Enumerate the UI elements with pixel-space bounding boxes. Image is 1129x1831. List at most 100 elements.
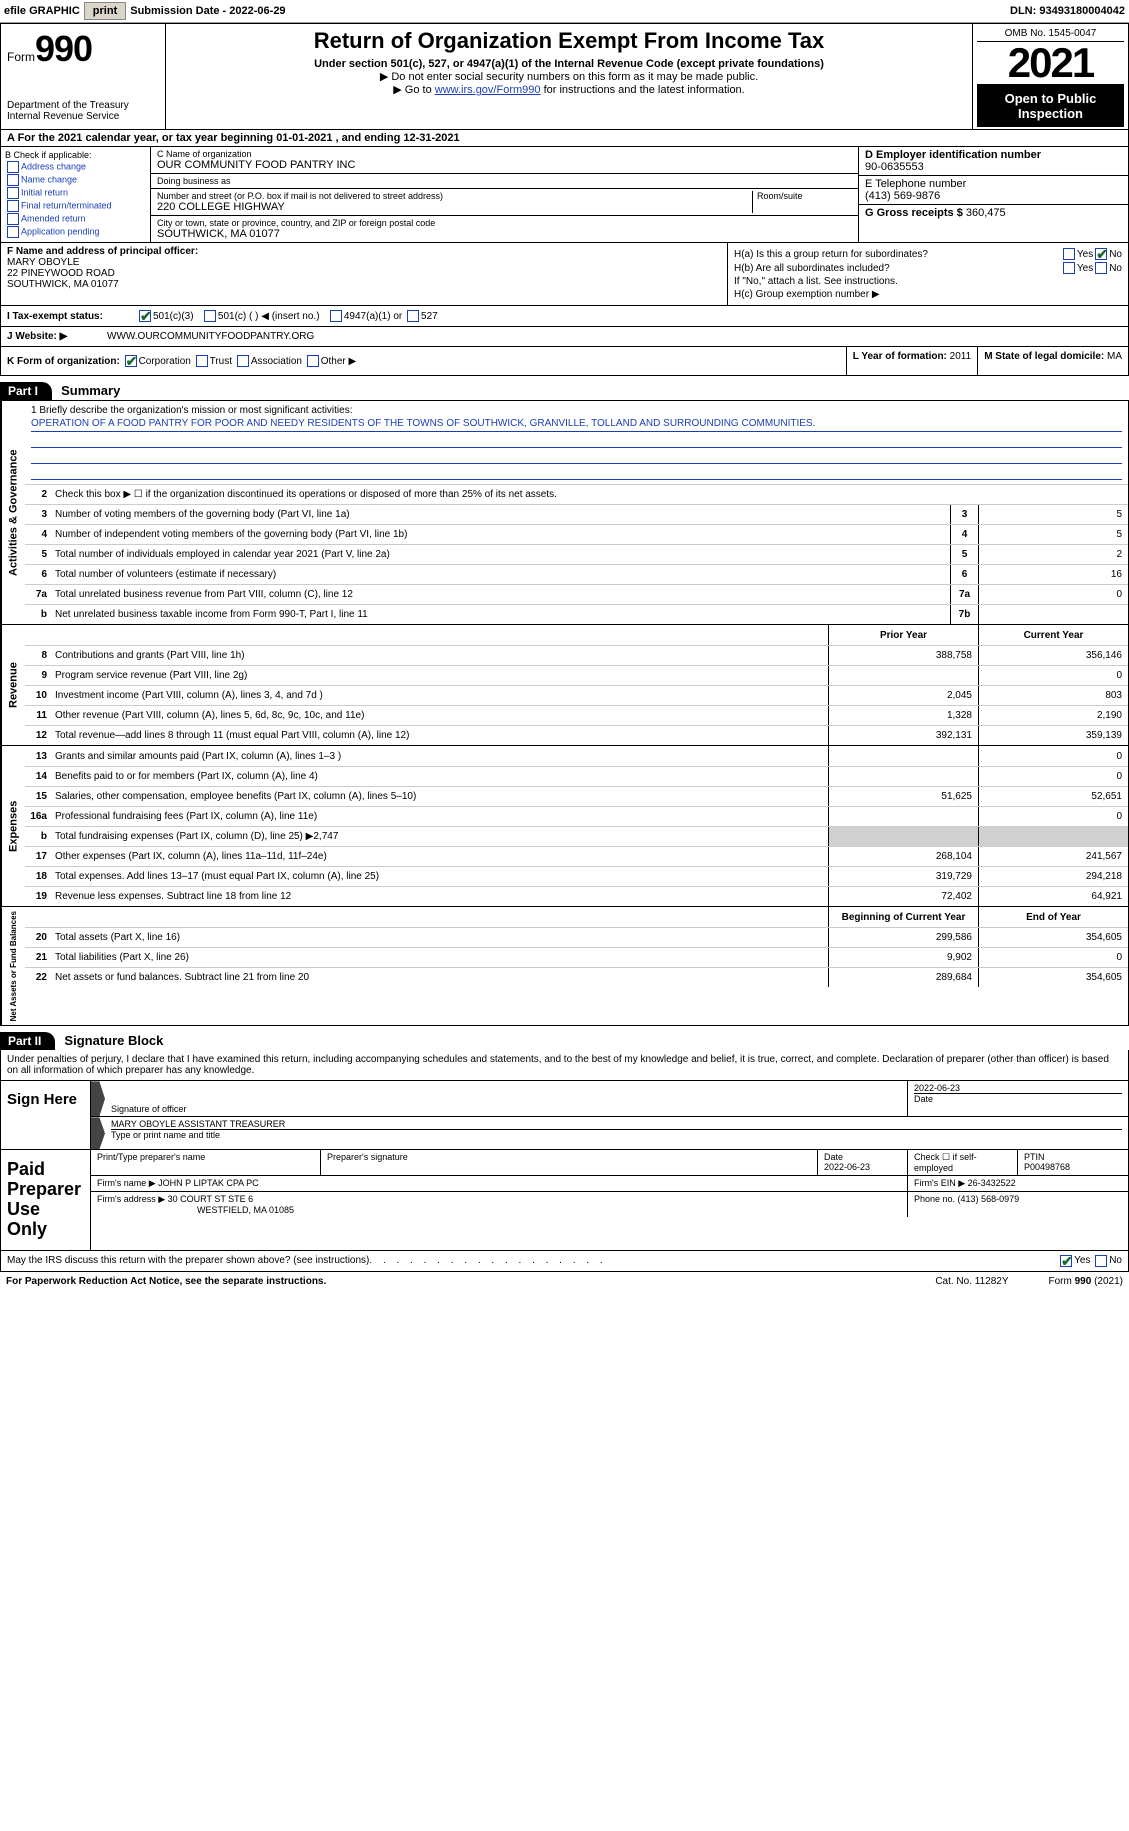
prep-date: 2022-06-23 <box>824 1162 870 1172</box>
discuss-yes[interactable] <box>1060 1255 1072 1267</box>
form-header: Form990 Department of the Treasury Inter… <box>0 23 1129 130</box>
firm-address: 30 COURT ST STE 6 <box>168 1194 254 1204</box>
cb-501c[interactable] <box>204 310 216 322</box>
summary-line: 15 Salaries, other compensation, employe… <box>25 786 1128 806</box>
row-i-tax-status: I Tax-exempt status: 501(c)(3) 501(c) ( … <box>0 306 1129 327</box>
org-city: SOUTHWICK, MA 01077 <box>157 228 280 240</box>
open-to-public: Open to Public Inspection <box>977 85 1124 127</box>
typed-name: MARY OBOYLE ASSISTANT TREASURER <box>111 1119 1122 1129</box>
page-footer: For Paperwork Reduction Act Notice, see … <box>0 1272 1129 1291</box>
arrow-icon <box>91 1117 105 1149</box>
year-formation: L Year of formation: 2011 <box>846 347 977 375</box>
vtab-net-assets: Net Assets or Fund Balances <box>1 907 25 1025</box>
submission-date-label: Submission Date - 2022-06-29 <box>130 5 285 17</box>
cb-address-change[interactable]: Address change <box>5 161 146 173</box>
cb-application-pending[interactable]: Application pending <box>5 226 146 238</box>
header-sub1: Under section 501(c), 527, or 4947(a)(1)… <box>174 58 964 70</box>
cb-501c3[interactable] <box>139 310 151 322</box>
col-h-group: H(a) Is this a group return for subordin… <box>728 243 1128 305</box>
arrow-icon <box>91 1081 105 1116</box>
part-ii-header: Part II Signature Block <box>0 1026 1129 1050</box>
firm-phone: (413) 568-0979 <box>958 1194 1020 1204</box>
summary-line: 8 Contributions and grants (Part VIII, l… <box>25 645 1128 665</box>
cb-final-return[interactable]: Final return/terminated <box>5 200 146 212</box>
cb-initial-return[interactable]: Initial return <box>5 187 146 199</box>
signature-declaration: Under penalties of perjury, I declare th… <box>0 1050 1129 1081</box>
gross-receipts: 360,475 <box>966 207 1006 219</box>
vtab-expenses: Expenses <box>1 746 25 906</box>
summary-line: b Total fundraising expenses (Part IX, c… <box>25 826 1128 846</box>
row-k-form-org: K Form of organization: Corporation Trus… <box>0 347 1129 376</box>
col-b-checkboxes: B Check if applicable: Address change Na… <box>1 147 151 242</box>
summary-line: 16a Professional fundraising fees (Part … <box>25 806 1128 826</box>
hdr-bcy: Beginning of Current Year <box>828 907 978 927</box>
summary-line: 11 Other revenue (Part VIII, column (A),… <box>25 705 1128 725</box>
cb-association[interactable] <box>237 355 249 367</box>
sig-date: 2022-06-23 <box>914 1083 1122 1093</box>
cb-trust[interactable] <box>196 355 208 367</box>
cb-other[interactable] <box>307 355 319 367</box>
vtab-revenue: Revenue <box>1 625 25 745</box>
ptin: P00498768 <box>1024 1162 1070 1172</box>
hb-no[interactable] <box>1095 262 1107 274</box>
firm-ein: 26-3432522 <box>968 1178 1016 1188</box>
header-left: Form990 Department of the Treasury Inter… <box>1 24 166 129</box>
cb-name-change[interactable]: Name change <box>5 174 146 186</box>
ein: 90-0635553 <box>865 161 924 173</box>
website-url: WWW.OURCOMMUNITYFOODPANTRY.ORG <box>107 331 314 342</box>
paid-preparer-block: Paid Preparer Use Only Print/Type prepar… <box>0 1150 1129 1250</box>
dln-label: DLN: 93493180004042 <box>1010 5 1125 17</box>
col-c-org-info: C Name of organization OUR COMMUNITY FOO… <box>151 147 858 242</box>
ha-no[interactable] <box>1095 248 1107 260</box>
org-street: 220 COLLEGE HIGHWAY <box>157 201 285 213</box>
header-middle: Return of Organization Exempt From Incom… <box>166 24 973 129</box>
line-1-briefly: 1 Briefly describe the organization's mi… <box>25 401 1128 484</box>
hb-yes[interactable] <box>1063 262 1075 274</box>
summary-line: 20 Total assets (Part X, line 16) 299,58… <box>25 927 1128 947</box>
officer-name: MARY OBOYLE <box>7 257 721 268</box>
firm-name: JOHN P LIPTAK CPA PC <box>158 1178 259 1188</box>
summary-line: 19 Revenue less expenses. Subtract line … <box>25 886 1128 906</box>
top-toolbar: efile GRAPHIC print Submission Date - 20… <box>0 0 1129 23</box>
mission-text: OPERATION OF A FOOD PANTRY FOR POOR AND … <box>31 418 1122 432</box>
sign-here-block: Sign Here Signature of officer 2022-06-2… <box>0 1081 1129 1150</box>
summary-line: 10 Investment income (Part VIII, column … <box>25 685 1128 705</box>
ha-yes[interactable] <box>1063 248 1075 260</box>
self-employed-check[interactable]: Check ☐ if self-employed <box>908 1150 1018 1175</box>
col-f-officer: F Name and address of principal officer:… <box>1 243 728 305</box>
part-i-summary: Activities & Governance 1 Briefly descri… <box>0 400 1129 1026</box>
header-right: OMB No. 1545-0047 2021 Open to Public In… <box>973 24 1128 129</box>
cb-527[interactable] <box>407 310 419 322</box>
dept-treasury: Department of the Treasury Internal Reve… <box>7 100 159 122</box>
hdr-prior-year: Prior Year <box>828 625 978 645</box>
summary-line: 14 Benefits paid to or for members (Part… <box>25 766 1128 786</box>
vtab-activities: Activities & Governance <box>1 401 25 624</box>
discuss-no[interactable] <box>1095 1255 1107 1267</box>
cb-corporation[interactable] <box>125 355 137 367</box>
part-i-header: Part I Summary <box>0 376 1129 400</box>
irs-link[interactable]: www.irs.gov/Form990 <box>435 84 541 96</box>
summary-line: 17 Other expenses (Part IX, column (A), … <box>25 846 1128 866</box>
tax-year: 2021 <box>977 42 1124 85</box>
summary-line: b Net unrelated business taxable income … <box>25 604 1128 624</box>
summary-line: 3 Number of voting members of the govern… <box>25 504 1128 524</box>
block-fh: F Name and address of principal officer:… <box>0 243 1129 306</box>
summary-line: 13 Grants and similar amounts paid (Part… <box>25 746 1128 766</box>
summary-line: 6 Total number of volunteers (estimate i… <box>25 564 1128 584</box>
summary-line: 9 Program service revenue (Part VIII, li… <box>25 665 1128 685</box>
hdr-eoy: End of Year <box>978 907 1128 927</box>
org-name: OUR COMMUNITY FOOD PANTRY INC <box>157 159 355 171</box>
hdr-current-year: Current Year <box>978 625 1128 645</box>
summary-line: 5 Total number of individuals employed i… <box>25 544 1128 564</box>
row-j-website: J Website: ▶ WWW.OURCOMMUNITYFOODPANTRY.… <box>0 327 1129 347</box>
cb-amended-return[interactable]: Amended return <box>5 213 146 225</box>
telephone: (413) 569-9876 <box>865 190 940 202</box>
block-bcdeg: B Check if applicable: Address change Na… <box>0 147 1129 243</box>
row-a-tax-year: A For the 2021 calendar year, or tax yea… <box>0 130 1129 147</box>
summary-line: 7a Total unrelated business revenue from… <box>25 584 1128 604</box>
state-domicile: M State of legal domicile: MA <box>977 347 1128 375</box>
cb-4947[interactable] <box>330 310 342 322</box>
print-button[interactable]: print <box>84 2 126 20</box>
cat-no: Cat. No. 11282Y <box>935 1276 1008 1287</box>
discuss-row: May the IRS discuss this return with the… <box>0 1251 1129 1272</box>
